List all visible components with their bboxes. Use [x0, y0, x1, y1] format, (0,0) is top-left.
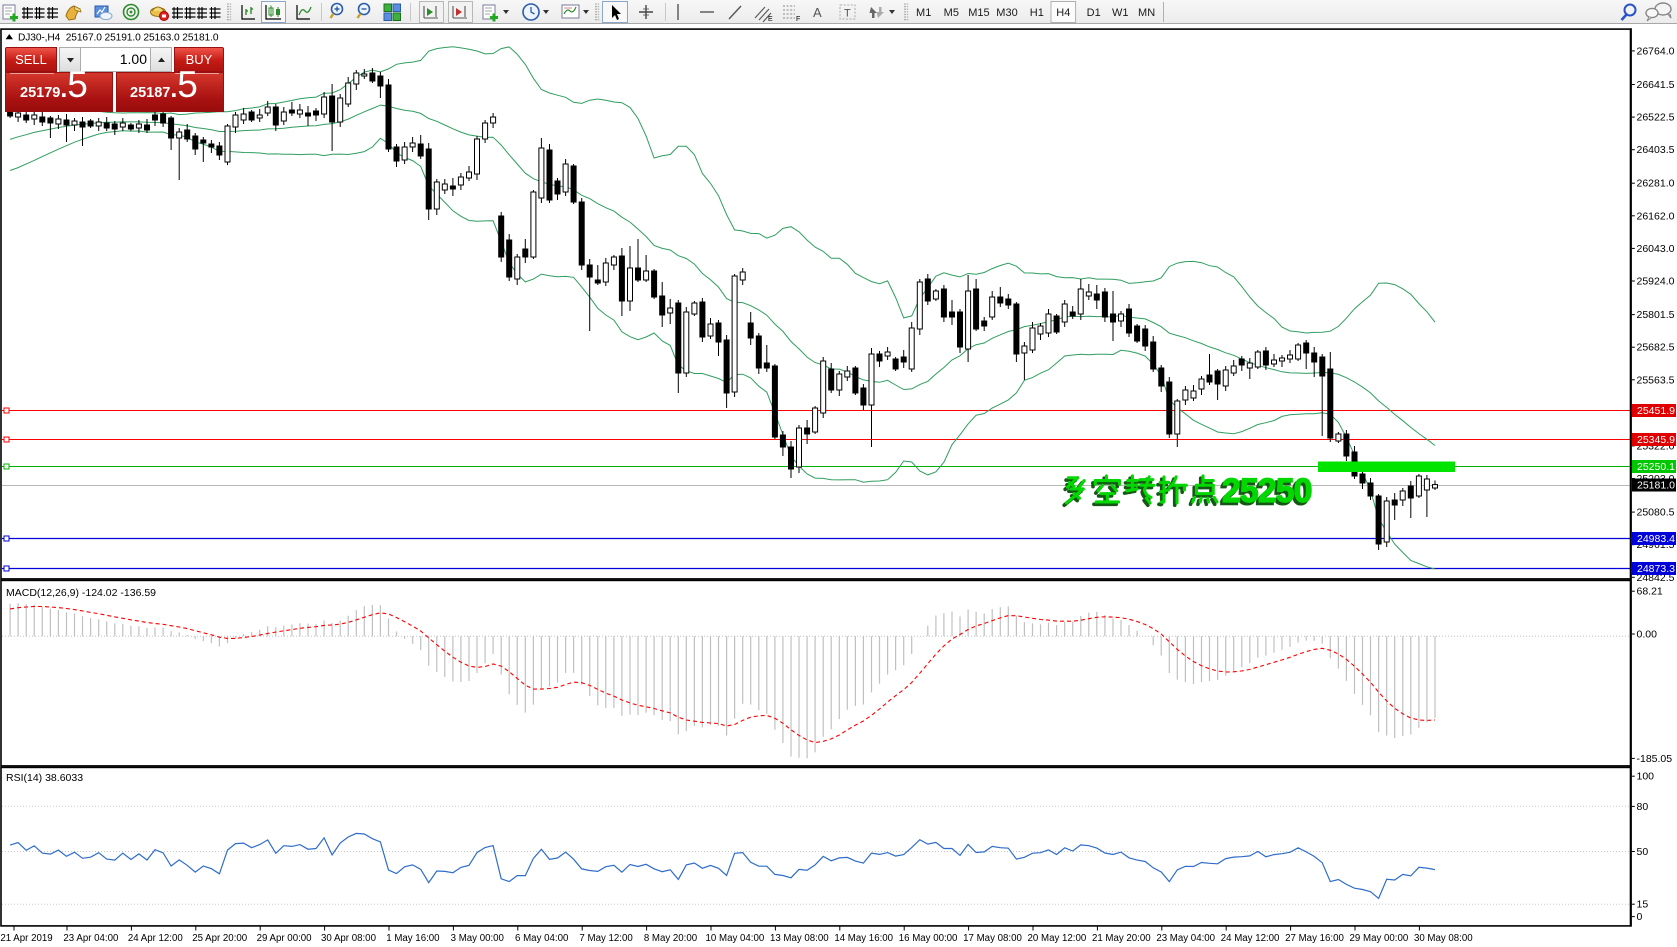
- svg-text:26641.5: 26641.5: [1637, 79, 1675, 91]
- svg-text:24 May 12:00: 24 May 12:00: [1221, 933, 1280, 944]
- svg-text:15: 15: [1637, 899, 1649, 911]
- svg-text:F: F: [796, 16, 800, 23]
- svg-text:16 May 00:00: 16 May 00:00: [899, 933, 958, 944]
- svg-text:25 Apr 20:00: 25 Apr 20:00: [192, 933, 248, 944]
- svg-text:29 May 00:00: 29 May 00:00: [1350, 933, 1409, 944]
- svg-text:21 May 20:00: 21 May 20:00: [1092, 933, 1151, 944]
- svg-text:29 Apr 00:00: 29 Apr 00:00: [257, 933, 313, 944]
- svg-text:A: A: [813, 5, 822, 20]
- svg-text:M15: M15: [968, 7, 989, 19]
- svg-text:1 May 16:00: 1 May 16:00: [386, 933, 440, 944]
- svg-text:26764.0: 26764.0: [1637, 45, 1675, 57]
- svg-text:25451.9: 25451.9: [1637, 405, 1675, 417]
- svg-text:23 Apr 04:00: 23 Apr 04:00: [63, 933, 119, 944]
- svg-text:6 May 04:00: 6 May 04:00: [515, 933, 569, 944]
- svg-text:MN: MN: [1138, 7, 1155, 19]
- svg-text:24873.3: 24873.3: [1637, 563, 1675, 575]
- svg-text:RSI(14) 38.6033: RSI(14) 38.6033: [6, 772, 83, 784]
- svg-text:26522.5: 26522.5: [1637, 112, 1675, 124]
- svg-text:26403.5: 26403.5: [1637, 144, 1675, 156]
- svg-text:24 Apr 12:00: 24 Apr 12:00: [128, 933, 184, 944]
- svg-text:26281.0: 26281.0: [1637, 178, 1675, 190]
- svg-text:27 May 16:00: 27 May 16:00: [1285, 933, 1344, 944]
- svg-text:T: T: [844, 8, 851, 20]
- svg-text:20 May 12:00: 20 May 12:00: [1028, 933, 1087, 944]
- svg-text:10 May 04:00: 10 May 04:00: [706, 933, 765, 944]
- svg-text:21 Apr 2019: 21 Apr 2019: [0, 933, 52, 944]
- svg-text:E: E: [768, 16, 773, 23]
- svg-text:D1: D1: [1087, 7, 1101, 19]
- svg-text:26162.0: 26162.0: [1637, 210, 1675, 222]
- svg-text:-185.05: -185.05: [1637, 753, 1673, 765]
- svg-text:25563.5: 25563.5: [1637, 374, 1675, 386]
- svg-text:80: 80: [1637, 801, 1649, 813]
- svg-text:W1: W1: [1112, 7, 1129, 19]
- svg-text:M5: M5: [944, 7, 959, 19]
- svg-text:MACD(12,26,9) -124.02 -136.59: MACD(12,26,9) -124.02 -136.59: [6, 587, 156, 599]
- svg-text:25682.5: 25682.5: [1637, 342, 1675, 354]
- svg-text:0: 0: [1637, 911, 1643, 923]
- svg-text:H4: H4: [1056, 7, 1070, 19]
- svg-text:3 May 00:00: 3 May 00:00: [451, 933, 505, 944]
- svg-text:25080.5: 25080.5: [1637, 507, 1675, 519]
- svg-text:17 May 08:00: 17 May 08:00: [963, 933, 1022, 944]
- svg-text:50: 50: [1637, 846, 1649, 858]
- svg-text:0.00: 0.00: [1637, 629, 1658, 641]
- svg-text:25924.0: 25924.0: [1637, 276, 1675, 288]
- svg-text:13 May 08:00: 13 May 08:00: [770, 933, 829, 944]
- svg-text:DJ30-,H4 25167.0 25191.0 2516: DJ30-,H4 25167.0 25191.0 25163.0 25181.0: [18, 33, 219, 44]
- svg-text:24983.4: 24983.4: [1637, 533, 1675, 545]
- svg-text:30 Apr 08:00: 30 Apr 08:00: [321, 933, 377, 944]
- svg-text:100: 100: [1637, 771, 1655, 783]
- svg-text:M30: M30: [996, 7, 1017, 19]
- svg-text:25250: 25250: [1222, 472, 1312, 510]
- svg-text:25181.0: 25181.0: [1637, 480, 1675, 492]
- svg-text:14 May 16:00: 14 May 16:00: [834, 933, 893, 944]
- svg-text:M1: M1: [916, 7, 931, 19]
- svg-text:H1: H1: [1030, 7, 1044, 19]
- svg-text:25250: 25250: [1220, 474, 1310, 512]
- svg-text:26043.0: 26043.0: [1637, 243, 1675, 255]
- svg-text:25250.1: 25250.1: [1637, 461, 1675, 473]
- svg-text:8 May 20:00: 8 May 20:00: [644, 933, 698, 944]
- svg-text:7 May 12:00: 7 May 12:00: [579, 933, 633, 944]
- svg-text:30 May 08:00: 30 May 08:00: [1414, 933, 1473, 944]
- svg-text:25345.9: 25345.9: [1637, 434, 1675, 446]
- svg-text:23 May 04:00: 23 May 04:00: [1156, 933, 1215, 944]
- svg-text:68.21: 68.21: [1637, 586, 1663, 598]
- svg-text:25801.5: 25801.5: [1637, 309, 1675, 321]
